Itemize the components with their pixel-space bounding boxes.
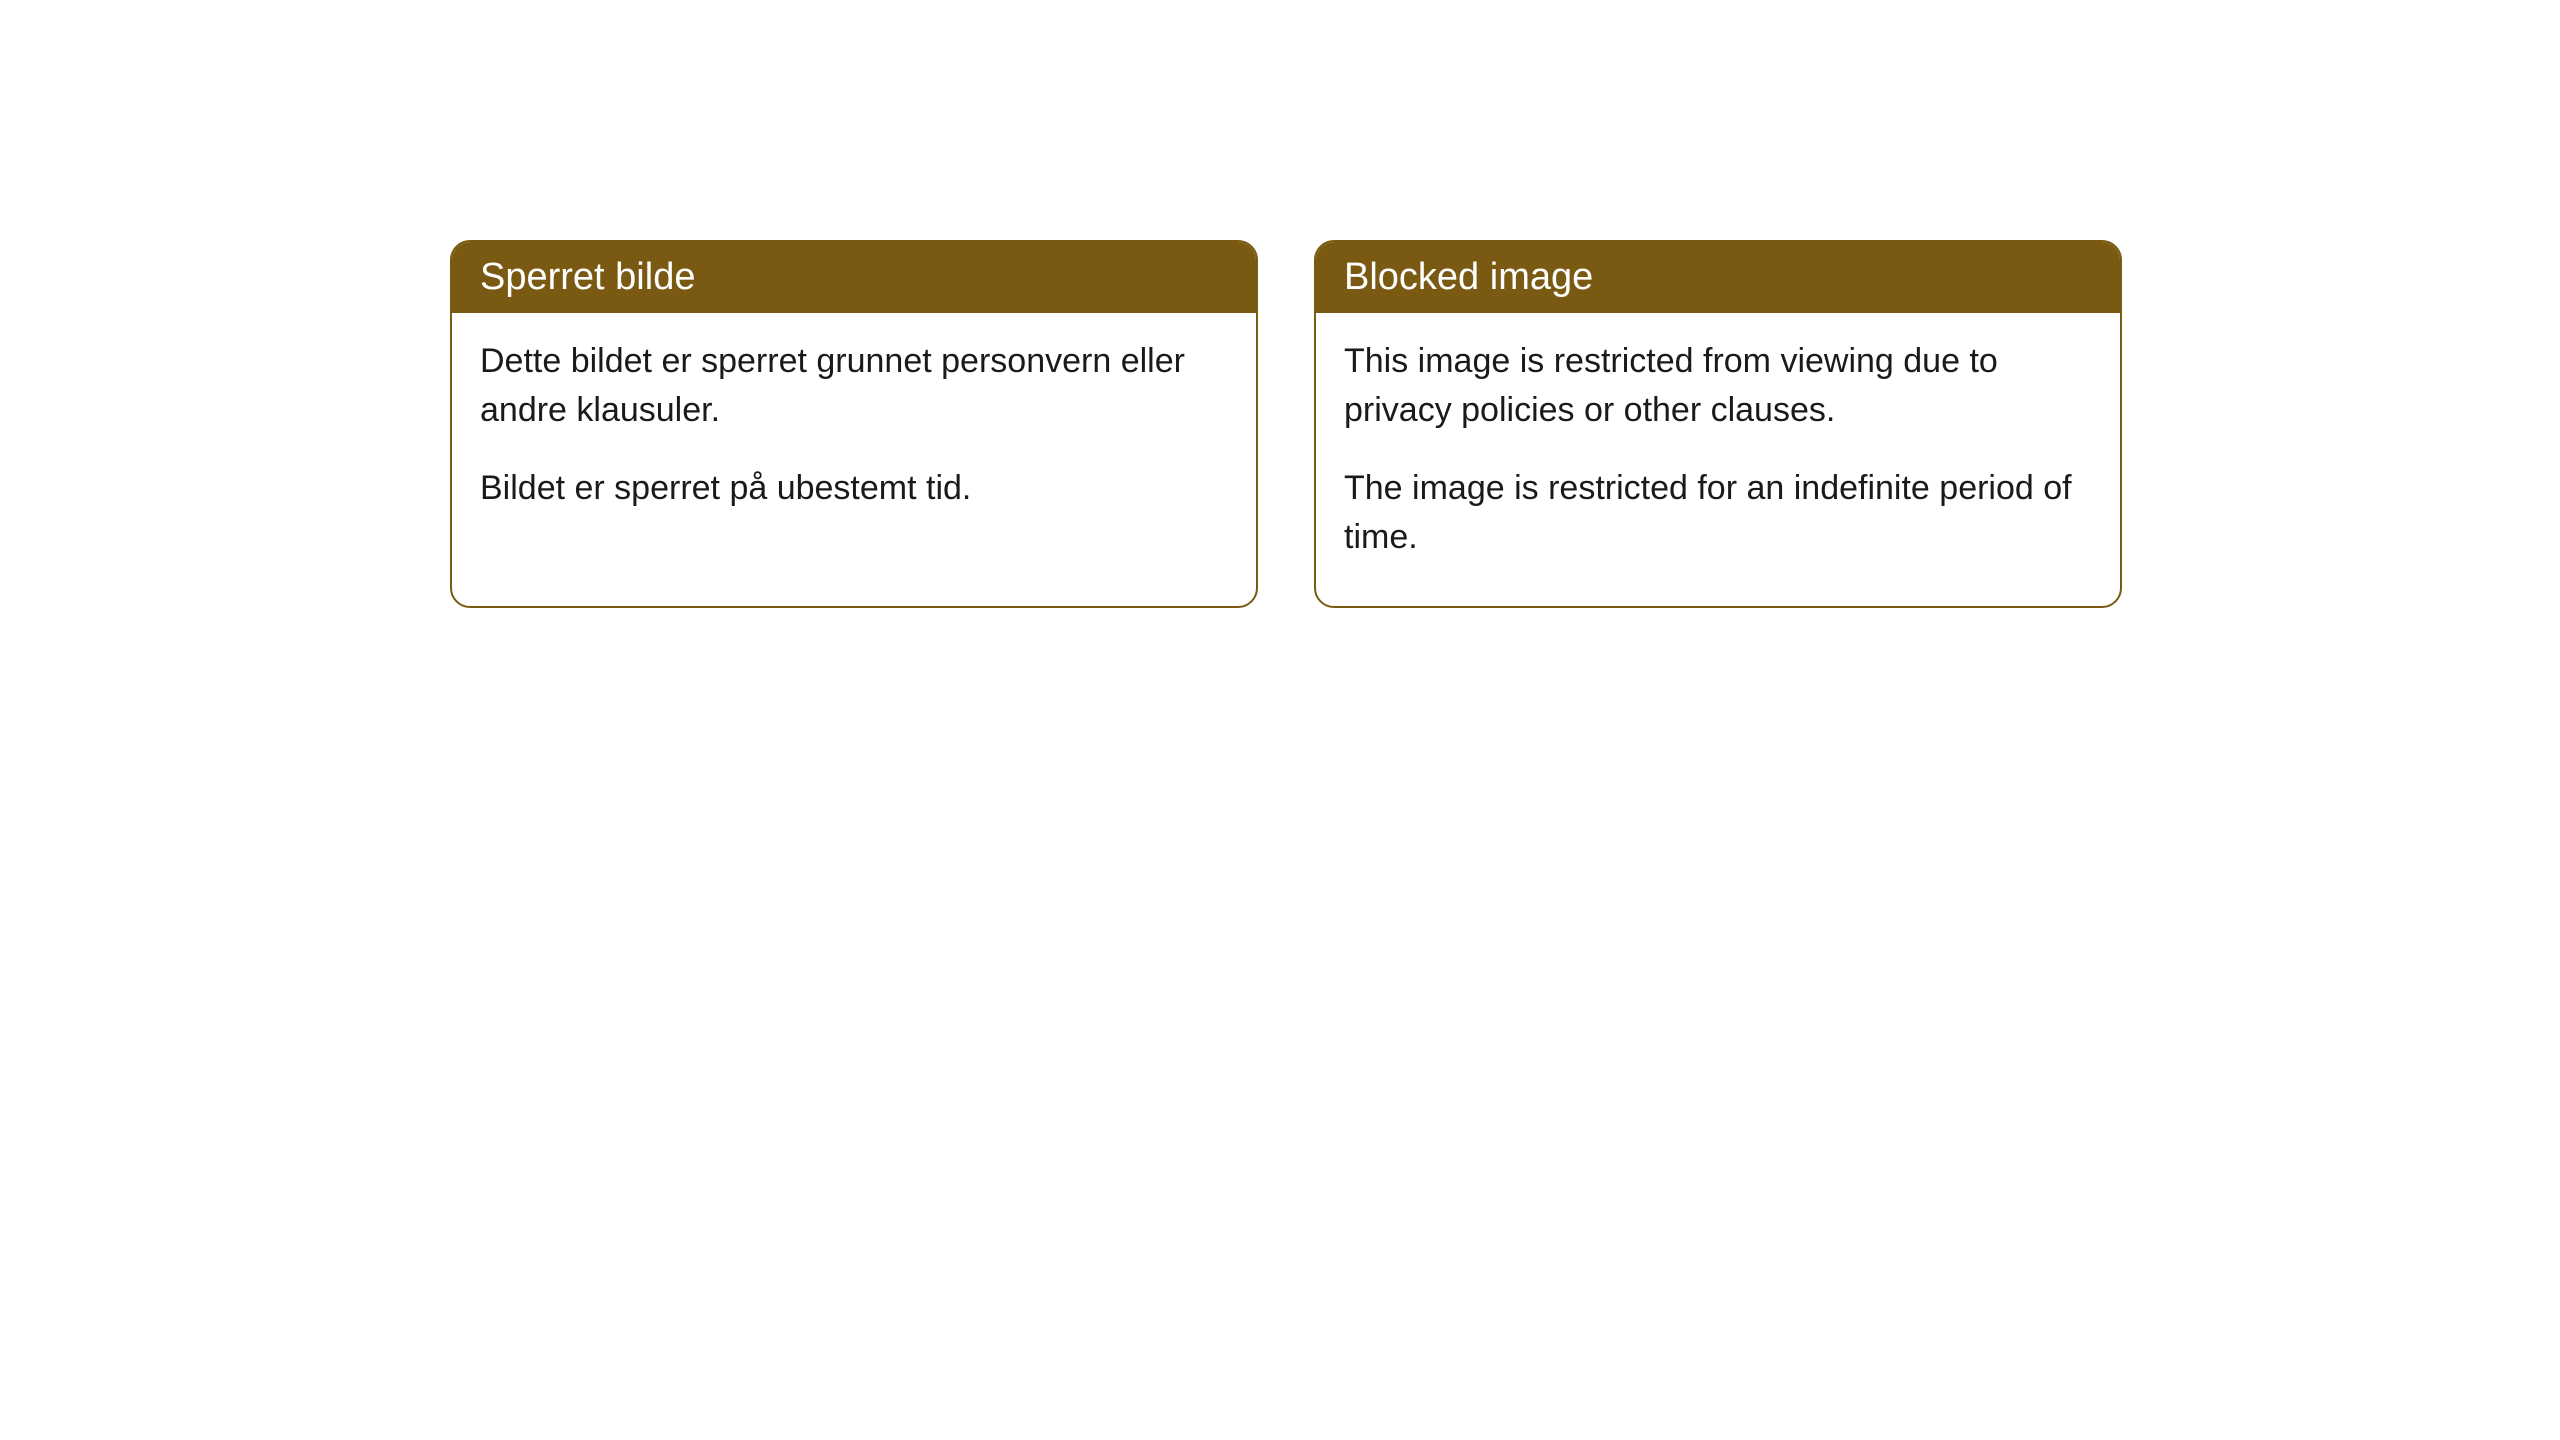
- notice-cards-container: Sperret bilde Dette bildet er sperret gr…: [450, 240, 2122, 608]
- card-title: Blocked image: [1344, 256, 1593, 298]
- notice-card-norwegian: Sperret bilde Dette bildet er sperret gr…: [450, 240, 1258, 608]
- card-paragraph: Bildet er sperret på ubestemt tid.: [480, 464, 1228, 513]
- card-body: Dette bildet er sperret grunnet personve…: [452, 313, 1256, 557]
- notice-card-english: Blocked image This image is restricted f…: [1314, 240, 2122, 608]
- card-body: This image is restricted from viewing du…: [1316, 313, 2120, 606]
- card-paragraph: The image is restricted for an indefinit…: [1344, 464, 2092, 563]
- card-header: Sperret bilde: [452, 242, 1256, 313]
- card-paragraph: This image is restricted from viewing du…: [1344, 337, 2092, 436]
- card-paragraph: Dette bildet er sperret grunnet personve…: [480, 337, 1228, 436]
- card-header: Blocked image: [1316, 242, 2120, 313]
- card-title: Sperret bilde: [480, 256, 695, 298]
